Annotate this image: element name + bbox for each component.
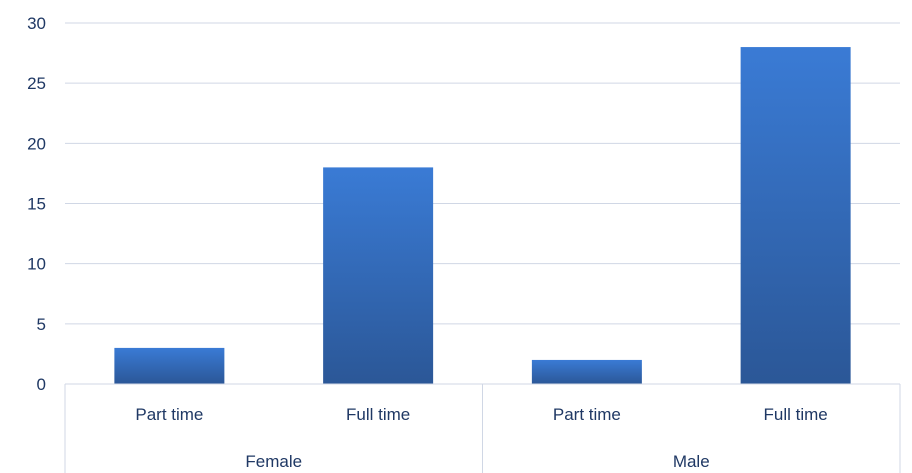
y-tick-label: 15 <box>27 195 46 214</box>
y-tick-label: 10 <box>27 255 46 274</box>
x-group-label: Male <box>673 452 710 471</box>
y-tick-label: 25 <box>27 74 46 93</box>
bar-female-full-time <box>323 167 434 384</box>
bars <box>114 47 851 385</box>
x-axis: Part time Full time Female Part time Full ti… <box>64 383 901 473</box>
gridlines <box>65 22 900 385</box>
y-axis: 0 5 10 15 20 25 30 <box>27 14 46 394</box>
x-category-label: Part time <box>553 405 621 424</box>
x-category-label: Full time <box>346 405 410 424</box>
bar-male-full-time <box>740 47 851 385</box>
bar-female-part-time <box>114 347 225 384</box>
x-group-label: Female <box>245 452 302 471</box>
bar-male-part-time <box>531 359 642 384</box>
x-category-label: Part time <box>135 405 203 424</box>
y-tick-label: 0 <box>37 375 46 394</box>
x-category-label: Full time <box>764 405 828 424</box>
y-tick-label: 20 <box>27 134 46 153</box>
y-tick-label: 30 <box>27 14 46 33</box>
y-tick-label: 5 <box>37 315 46 334</box>
